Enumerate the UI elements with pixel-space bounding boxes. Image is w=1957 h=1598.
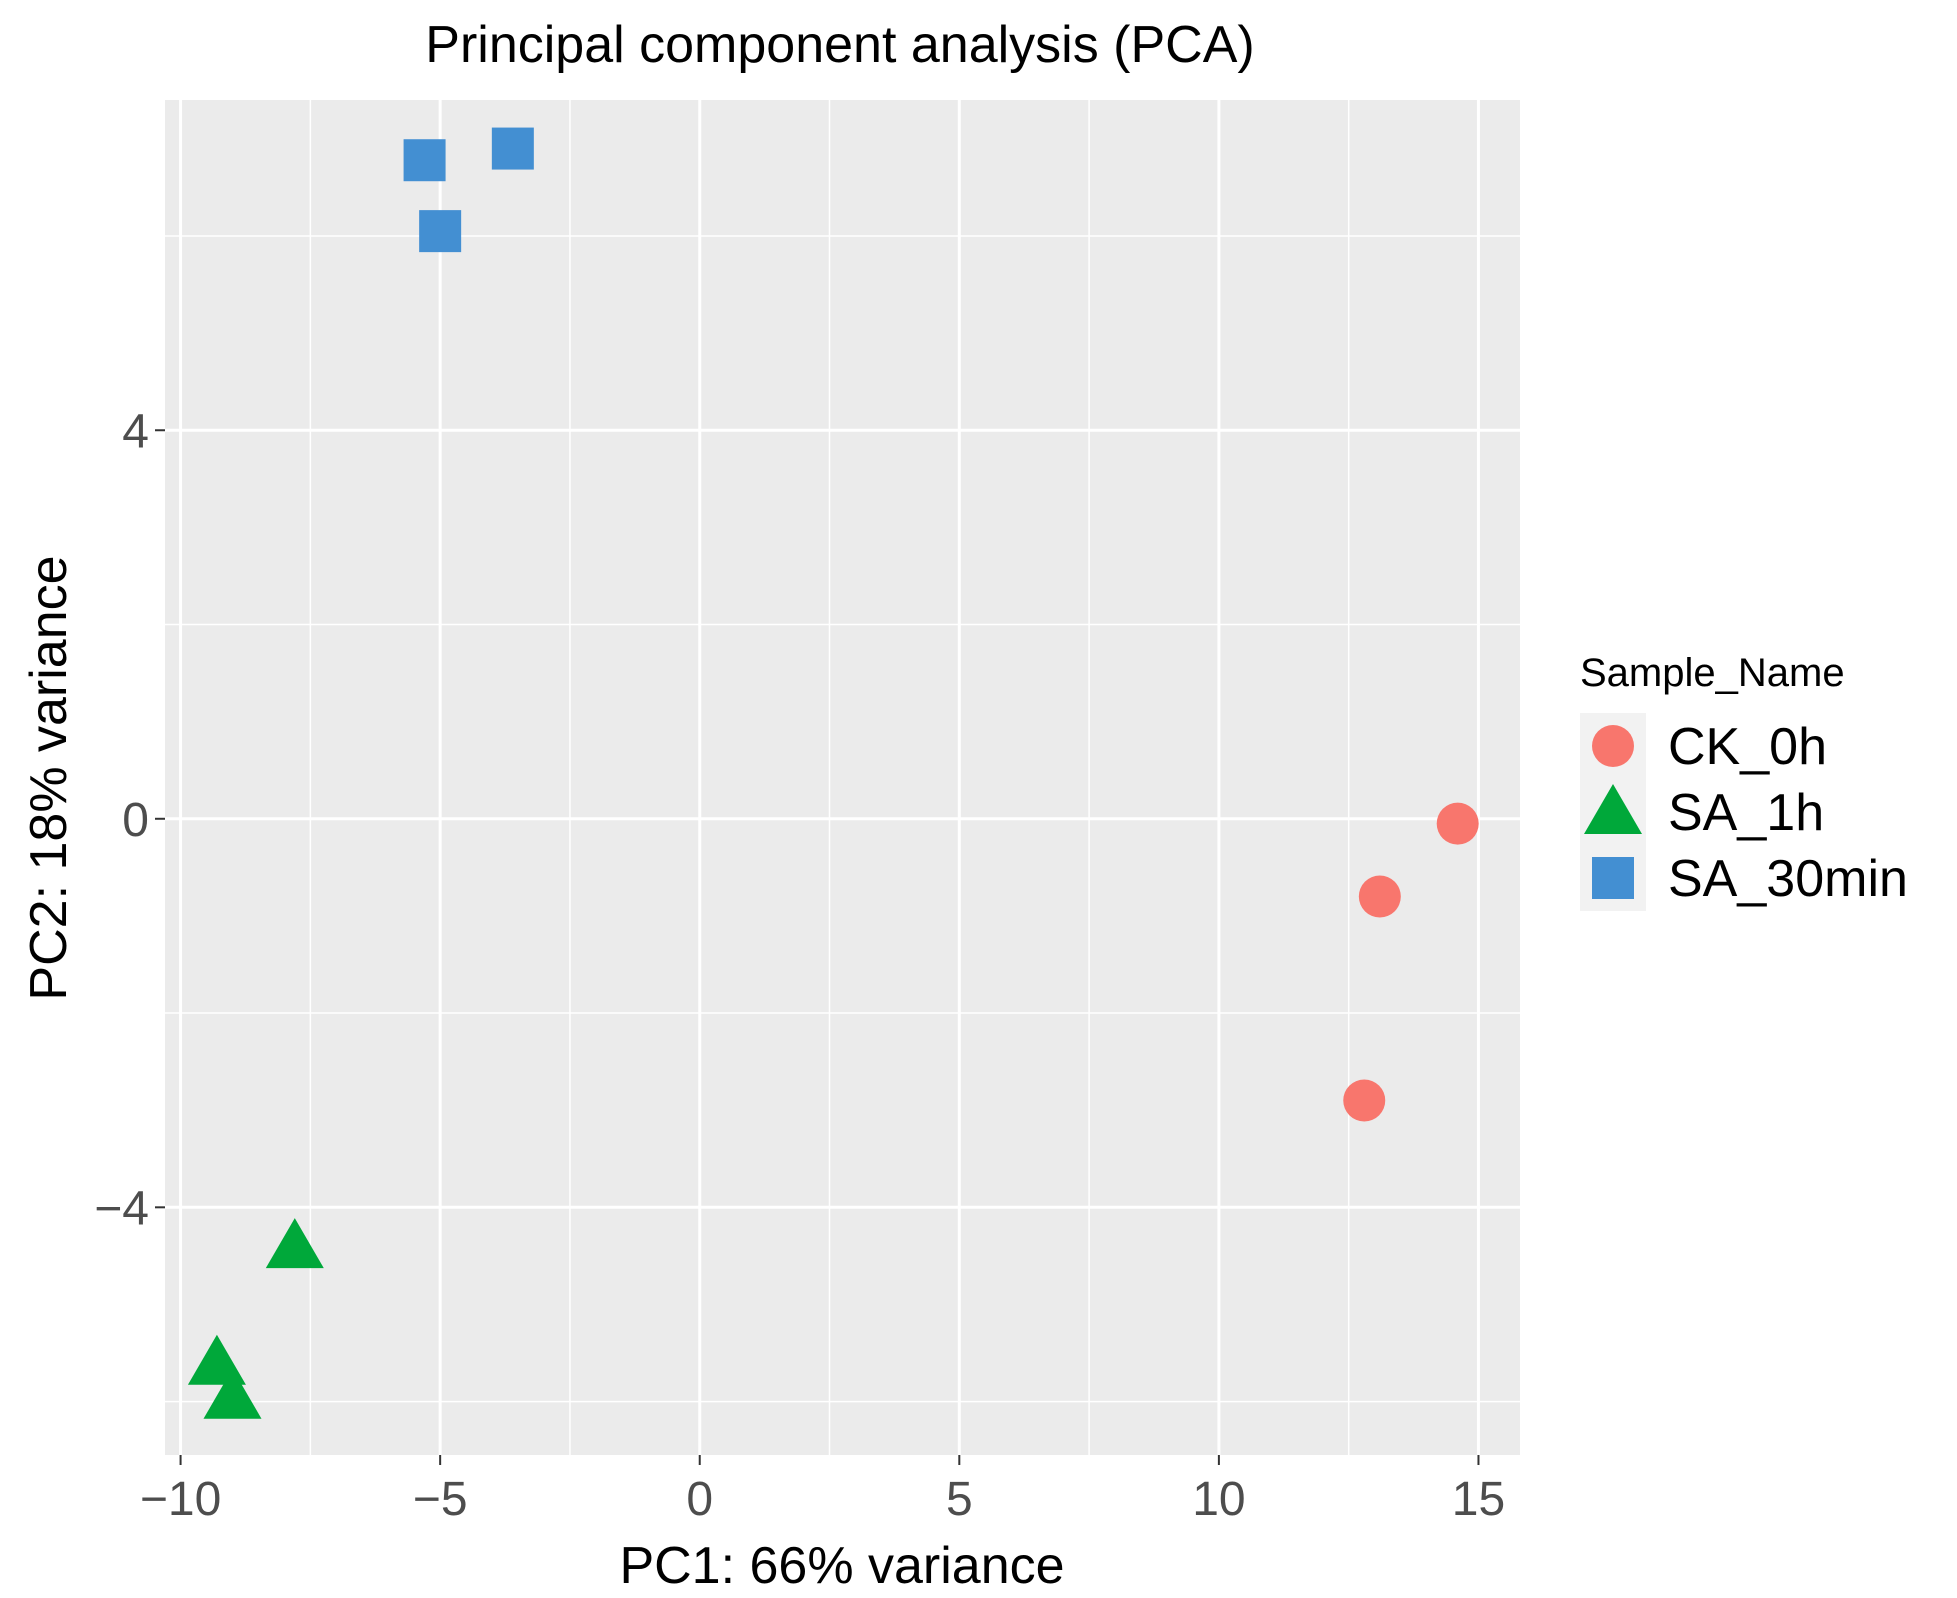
point-ck-0h [1436,802,1479,845]
legend-label-sa-1h: SA_1h [1668,784,1824,842]
y-tick-label: 4 [122,405,149,458]
point-sa-1h [203,1368,262,1419]
x-tick-label: 5 [946,1473,973,1526]
legend-key-sa-1h [1584,784,1642,834]
x-tick-label: 10 [1192,1473,1245,1526]
legend: Sample_Name CK_0h SA_1h SA_30min [1580,651,1908,911]
y-axis-ticks: −4 0 4 [94,405,165,1235]
point-sa-1h [265,1218,324,1269]
y-axis-label: PC2: 18% variance [20,555,78,1000]
legend-label-ck-0h: CK_0h [1668,718,1827,776]
x-axis-label: PC1: 66% variance [619,1537,1064,1595]
y-tick-label: −4 [94,1182,149,1235]
x-tick-label: −10 [140,1473,221,1526]
plot-panel [165,100,1520,1455]
x-tick-label: 0 [686,1473,713,1526]
grid-lines [165,100,1520,1455]
y-tick-label: 0 [122,794,149,847]
x-axis-ticks: −10 −5 0 5 10 15 [140,1455,1505,1526]
legend-key-sa-30min [1592,857,1634,899]
data-points [187,127,1479,1419]
point-sa-30min [491,127,534,170]
x-tick-label: −5 [413,1473,468,1526]
point-ck-0h [1343,1079,1386,1122]
point-ck-0h [1358,875,1401,918]
legend-key-ck-0h [1592,725,1634,767]
x-tick-label: 15 [1452,1473,1505,1526]
chart-title: Principal component analysis (PCA) [425,16,1254,74]
point-sa-30min [403,139,446,182]
legend-label-sa-30min: SA_30min [1668,850,1908,908]
legend-title: Sample_Name [1580,651,1845,695]
point-sa-30min [419,210,462,253]
